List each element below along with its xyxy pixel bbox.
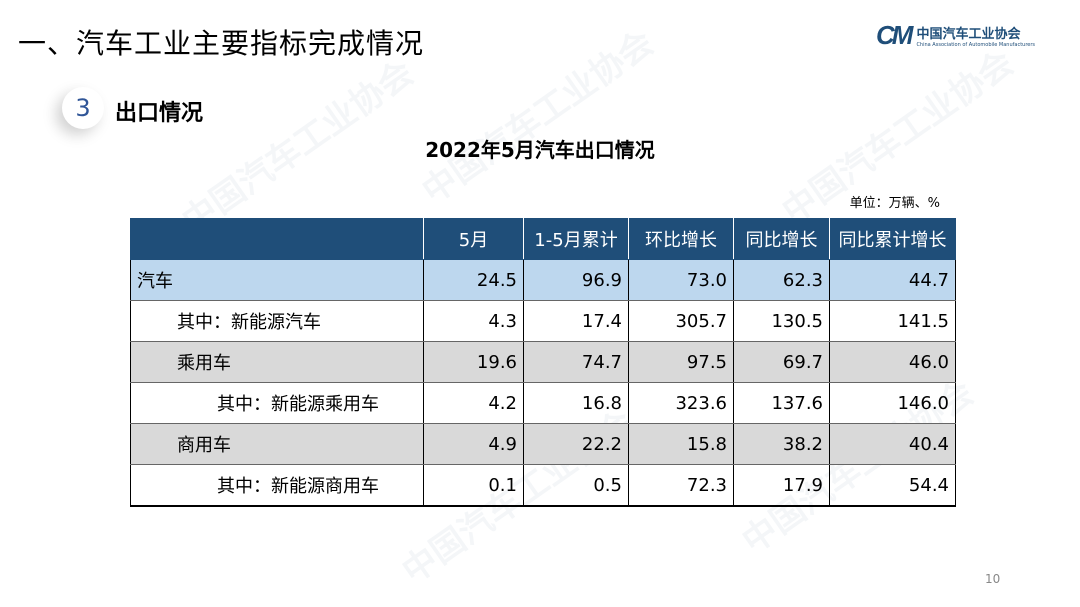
section-number: 3 — [62, 87, 104, 129]
table-cell: 62.3 — [733, 259, 830, 301]
table-cell: 0.1 — [423, 464, 524, 507]
table-row: 其中：新能源商用车 0.1 0.5 72.3 17.9 54.4 — [130, 464, 956, 507]
table-cell: 24.5 — [423, 259, 524, 301]
table-cell: 69.7 — [733, 341, 830, 383]
table-cell: 305.7 — [628, 300, 734, 342]
watermark: 中国汽车工业协会 — [415, 22, 661, 212]
table-cell: 44.7 — [829, 259, 956, 301]
table-header-row: 5月 1-5月累计 环比增长 同比增长 同比累计增长 — [130, 218, 956, 260]
logo-name-en: China Association of Automobile Manufact… — [916, 42, 1036, 48]
table-cell: 54.4 — [829, 464, 956, 507]
table-title: 2022年5月汽车出口情况 — [425, 138, 655, 162]
table-cell: 73.0 — [628, 259, 734, 301]
table-cell: 19.6 — [423, 341, 524, 383]
table-cell: 4.3 — [423, 300, 524, 342]
table-row: 其中：新能源汽车 4.3 17.4 305.7 130.5 141.5 — [130, 300, 956, 342]
row-label: 其中：新能源乘用车 — [130, 382, 424, 424]
table-cell: 40.4 — [829, 423, 956, 465]
column-header: 5月 — [423, 218, 524, 260]
unit-label: 单位：万辆、% — [849, 196, 940, 211]
table-cell: 15.8 — [628, 423, 734, 465]
column-header: 1-5月累计 — [523, 218, 629, 260]
table-row: 其中：新能源乘用车 4.2 16.8 323.6 137.6 146.0 — [130, 382, 956, 424]
table-cell: 0.5 — [523, 464, 629, 507]
table-row: 汽车 24.5 96.9 73.0 62.3 44.7 — [130, 259, 956, 301]
logo-name-cn: 中国汽车工业协会 — [916, 27, 1021, 42]
table-cell: 130.5 — [733, 300, 830, 342]
table-cell: 4.2 — [423, 382, 524, 424]
table-cell: 96.9 — [523, 259, 629, 301]
page-number: 10 — [985, 572, 1001, 586]
column-header: 同比累计增长 — [829, 218, 956, 260]
table-row: 商用车 4.9 22.2 15.8 38.2 40.4 — [130, 423, 956, 465]
column-header: 同比增长 — [733, 218, 830, 260]
row-label: 乘用车 — [130, 341, 424, 383]
table-cell: 137.6 — [733, 382, 830, 424]
table-cell: 46.0 — [829, 341, 956, 383]
table-cell: 16.8 — [523, 382, 629, 424]
table-cell: 22.2 — [523, 423, 629, 465]
table-cell: 97.5 — [628, 341, 734, 383]
table-cell: 17.9 — [733, 464, 830, 507]
table-cell: 141.5 — [829, 300, 956, 342]
table-cell: 72.3 — [628, 464, 734, 507]
column-header — [130, 218, 424, 260]
section-title: 出口情况 — [115, 101, 204, 126]
row-label: 商用车 — [130, 423, 424, 465]
table-cell: 146.0 — [829, 382, 956, 424]
table-cell: 38.2 — [733, 423, 830, 465]
table-cell: 323.6 — [628, 382, 734, 424]
table-cell: 4.9 — [423, 423, 524, 465]
row-label: 其中：新能源汽车 — [130, 300, 424, 342]
row-label: 其中：新能源商用车 — [130, 464, 424, 507]
export-table: 5月 1-5月累计 环比增长 同比增长 同比累计增长 汽车 24.5 96.9 73.… — [130, 218, 956, 507]
table-cell: 74.7 — [523, 341, 629, 383]
table-cell: 17.4 — [523, 300, 629, 342]
column-header: 环比增长 — [628, 218, 734, 260]
slide-title: 一、汽车工业主要指标完成情况 — [18, 27, 425, 60]
caam-logo: CM 中国汽车工业协会 China Association of Automob… — [876, 20, 1035, 51]
row-label: 汽车 — [130, 259, 424, 301]
logo-mark: CM — [876, 20, 913, 50]
table-row: 乘用车 19.6 74.7 97.5 69.7 46.0 — [130, 341, 956, 383]
